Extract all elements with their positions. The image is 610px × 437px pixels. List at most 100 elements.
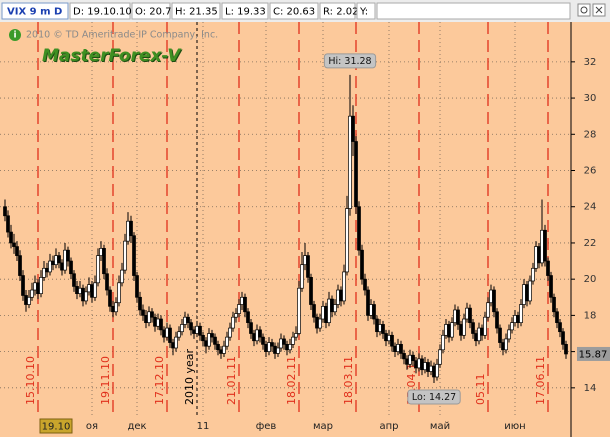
candle-body xyxy=(214,337,217,344)
header-field: Y: xyxy=(359,7,368,18)
candle-body xyxy=(556,312,559,323)
candle-body xyxy=(52,261,55,265)
candle-body xyxy=(37,283,40,294)
candle-body xyxy=(460,324,463,335)
candle-body xyxy=(25,295,28,304)
candle-body xyxy=(133,236,136,276)
candle-body xyxy=(355,142,358,207)
candle-body xyxy=(49,261,52,272)
header-field: D: 19.10.10 xyxy=(73,7,132,18)
candle-body xyxy=(58,256,61,263)
candle-body xyxy=(187,317,190,322)
candle-body xyxy=(280,339,283,348)
candle-body xyxy=(148,312,151,323)
x-tick-label: 11 xyxy=(197,421,210,432)
candle-body xyxy=(235,314,238,318)
candle-body xyxy=(238,305,241,314)
candle-body xyxy=(412,355,415,360)
candle-body xyxy=(34,283,37,290)
candle-body xyxy=(448,324,451,337)
candle-body xyxy=(106,274,109,290)
candle-body xyxy=(181,324,184,331)
candle-body xyxy=(502,343,505,350)
y-tick-label: 30 xyxy=(584,93,597,104)
candle-body xyxy=(340,290,343,301)
candle-body xyxy=(127,221,130,241)
candle-body xyxy=(427,362,430,371)
candle-body xyxy=(211,334,214,338)
candle-body xyxy=(244,297,247,311)
candle-body xyxy=(196,326,199,333)
candle-body xyxy=(223,346,226,353)
expiry-label: 19.11.10 xyxy=(99,356,112,405)
candle-body xyxy=(166,328,169,337)
last-price: 15.87 xyxy=(579,349,608,360)
candle-body xyxy=(61,263,64,270)
page: {"header": {"symbol": "VIX 9 m D", "fiel… xyxy=(0,0,610,437)
candle-body xyxy=(406,359,409,364)
candle-body xyxy=(430,366,433,371)
year-label: 2010 year xyxy=(183,348,196,405)
candle-body xyxy=(319,319,322,328)
candle-body xyxy=(565,344,568,354)
candle-body xyxy=(253,334,256,341)
candle-body xyxy=(4,207,7,216)
candle-body xyxy=(397,344,400,351)
settings-button[interactable] xyxy=(578,4,590,16)
candle-body xyxy=(352,116,355,141)
candle-body xyxy=(475,334,478,341)
x-tick-label: июн xyxy=(504,421,525,432)
candle-body xyxy=(112,306,115,311)
cursor-label: 19.10 xyxy=(42,422,71,433)
candle-body xyxy=(205,341,208,346)
watermark: MasterForex-V xyxy=(42,46,182,66)
candle-body xyxy=(337,290,340,304)
candle-body xyxy=(451,323,454,337)
candle-body xyxy=(16,247,19,256)
candle-body xyxy=(139,297,142,310)
candle-body xyxy=(85,292,88,301)
candle-body xyxy=(505,339,508,350)
candle-body xyxy=(295,334,298,338)
candle-body xyxy=(508,330,511,339)
candle-body xyxy=(361,250,364,279)
candle-body xyxy=(562,332,565,345)
candle-body xyxy=(40,277,43,293)
candle-body xyxy=(268,343,271,352)
candle-body xyxy=(43,268,46,277)
candle-body xyxy=(79,288,82,293)
candle-body xyxy=(160,319,163,330)
candle-body xyxy=(433,366,436,377)
candle-body xyxy=(499,328,502,342)
candle-body xyxy=(478,328,481,341)
candle-body xyxy=(247,312,250,323)
candle-body xyxy=(445,324,448,335)
candle-body xyxy=(391,335,394,346)
candle-body xyxy=(559,323,562,332)
candle-body xyxy=(457,310,460,324)
candle-body xyxy=(553,297,556,311)
candle-body xyxy=(70,261,73,274)
header-field: R: 2.02 xyxy=(323,7,358,18)
candle-body xyxy=(436,364,439,377)
candle-body xyxy=(289,344,292,349)
y-tick-label: 20 xyxy=(584,274,597,285)
candle-body xyxy=(424,362,427,369)
candle-body xyxy=(403,353,406,358)
candle-body xyxy=(526,285,529,301)
y-tick-label: 18 xyxy=(584,310,597,321)
candle-body xyxy=(547,261,550,275)
header-field: O: 20.7 xyxy=(135,7,172,18)
x-tick-label: дек xyxy=(127,421,146,432)
candle-body xyxy=(394,346,397,351)
header-field: L: 19.33 xyxy=(225,7,266,18)
candle-body xyxy=(484,317,487,335)
candle-body xyxy=(31,290,34,297)
candle-body xyxy=(67,250,70,261)
candle-body xyxy=(124,241,127,270)
candle-body xyxy=(481,328,484,335)
expiry-label: 21.01.11 xyxy=(225,356,238,405)
annotation: Lo: 14.27 xyxy=(412,392,456,403)
candle-body xyxy=(529,281,532,301)
y-tick-label: 28 xyxy=(584,129,597,140)
